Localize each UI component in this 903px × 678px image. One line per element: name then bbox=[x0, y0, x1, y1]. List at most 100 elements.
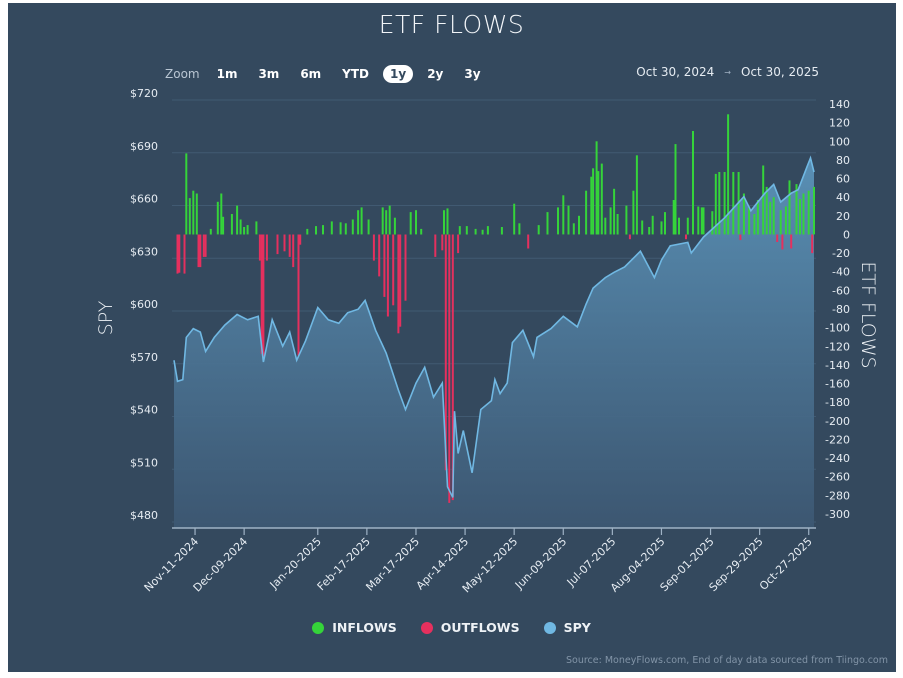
inflow-bar bbox=[388, 205, 391, 235]
outflow-bar bbox=[276, 234, 279, 255]
inflow-bar bbox=[381, 207, 384, 235]
inflow-bar bbox=[700, 207, 703, 235]
inflow-bar bbox=[195, 193, 198, 235]
right-axis-tick-label: -140 bbox=[825, 359, 850, 372]
inflow-bar bbox=[813, 186, 815, 235]
outflow-bar bbox=[258, 234, 261, 261]
inflow-bar bbox=[243, 227, 246, 235]
date-to-input[interactable]: Oct 30, 2025 bbox=[741, 65, 819, 79]
inflow-bar bbox=[692, 131, 694, 235]
outflow-bar bbox=[265, 234, 268, 261]
inflow-bar bbox=[697, 206, 700, 235]
right-axis-tick-label: 0 bbox=[843, 228, 850, 241]
inflow-bar bbox=[220, 193, 223, 235]
right-axis-tick-label: 60 bbox=[836, 173, 850, 186]
inflow-bar bbox=[315, 226, 317, 235]
legend-spy[interactable]: SPY bbox=[543, 620, 591, 635]
inflow-bar bbox=[807, 190, 810, 235]
outflow-bar bbox=[372, 234, 375, 261]
zoom-ytd-button[interactable]: YTD bbox=[342, 67, 370, 81]
right-axis-tick-label: -80 bbox=[832, 303, 850, 316]
right-axis-tick-label: -260 bbox=[825, 471, 850, 484]
inflow-bar bbox=[604, 217, 607, 235]
right-axis-tick-label: 40 bbox=[836, 191, 850, 204]
inflow-bar bbox=[742, 193, 745, 235]
inflow-bar bbox=[762, 165, 765, 235]
right-axis-tick-label: 120 bbox=[829, 117, 850, 130]
inflow-bar bbox=[609, 207, 612, 235]
outflow-bar bbox=[776, 234, 779, 242]
inflow-bar bbox=[513, 203, 516, 235]
inflow-bar bbox=[784, 206, 787, 235]
inflow-bar bbox=[641, 220, 644, 235]
outflow-bar bbox=[292, 234, 295, 268]
inflow-bar bbox=[723, 172, 726, 235]
spy-line bbox=[173, 155, 815, 498]
inflow-bar bbox=[537, 225, 540, 235]
right-axis-tick-label: -220 bbox=[825, 433, 850, 446]
inflow-bar bbox=[613, 188, 616, 235]
zoom-1m-button[interactable]: 1m bbox=[216, 67, 238, 81]
inflow-bar bbox=[443, 210, 445, 235]
outflow-bar bbox=[790, 234, 793, 249]
inflow-bar bbox=[632, 190, 635, 235]
inflow-bar bbox=[732, 172, 735, 235]
inflow-bar bbox=[546, 212, 549, 235]
inflow-bar bbox=[590, 176, 593, 235]
inflow-bar bbox=[330, 221, 333, 235]
right-axis-tick-label: -40 bbox=[832, 266, 850, 279]
source-note: Source: MoneyFlows.com, End of day data … bbox=[565, 655, 888, 666]
outflow-bar bbox=[378, 234, 381, 277]
inflow-bar bbox=[769, 201, 772, 235]
inflow-bar bbox=[714, 173, 717, 235]
zoom-1y-button[interactable]: 1y bbox=[383, 65, 414, 83]
inflow-bar bbox=[595, 141, 598, 235]
right-axis-tick-label: -200 bbox=[825, 415, 850, 428]
outflow-bar bbox=[283, 234, 286, 252]
right-axis: 140 120 100 80 60 40 20 0 -20 -40 -60 -80 -100 -120 -1… bbox=[825, 98, 850, 521]
inflow-bar bbox=[360, 207, 363, 235]
inflow-bar bbox=[727, 114, 730, 235]
right-axis-tick-label: -120 bbox=[825, 340, 850, 353]
inflow-bar bbox=[788, 180, 791, 235]
left-axis-tick-label: $480 bbox=[130, 509, 158, 522]
outflow-bar bbox=[444, 234, 447, 471]
outflow-bar bbox=[457, 234, 460, 254]
date-range: Oct 30, 2024 → Oct 30, 2025 bbox=[636, 65, 819, 79]
zoom-3y-button[interactable]: 3y bbox=[464, 67, 481, 81]
outflow-bar bbox=[399, 234, 402, 327]
right-axis-tick-label: -180 bbox=[825, 396, 850, 409]
inflow-bar bbox=[756, 200, 759, 235]
zoom-label: Zoom bbox=[165, 67, 200, 81]
inflow-bar bbox=[765, 186, 768, 235]
inflow-bar bbox=[306, 228, 309, 235]
right-axis-tick-label: -240 bbox=[825, 452, 850, 465]
inflow-bar bbox=[185, 153, 188, 235]
outflow-bar bbox=[451, 234, 454, 501]
spy-area bbox=[174, 158, 814, 528]
zoom-2y-button[interactable]: 2y bbox=[427, 67, 444, 81]
legend-inflows[interactable]: INFLOWS bbox=[312, 620, 397, 635]
right-axis-tick-label: 20 bbox=[836, 210, 850, 223]
inflow-bar bbox=[616, 214, 619, 235]
right-axis-tick-label: -300 bbox=[825, 508, 850, 521]
inflow-bar bbox=[415, 210, 417, 235]
inflow-bar bbox=[660, 221, 663, 235]
date-from-input[interactable]: Oct 30, 2024 bbox=[636, 65, 715, 79]
outflows-dot-icon bbox=[420, 621, 433, 634]
zoom-3m-button[interactable]: 3m bbox=[258, 67, 280, 81]
outflow-bar bbox=[448, 234, 451, 503]
inflow-bar bbox=[409, 212, 412, 235]
inflow-bar bbox=[678, 217, 680, 235]
inflow-bar bbox=[209, 228, 212, 235]
left-axis-title: SPY bbox=[95, 300, 117, 335]
legend-outflows[interactable]: OUTFLOWS bbox=[420, 620, 520, 635]
outflow-bar bbox=[685, 234, 687, 240]
left-axis-tick-label: $630 bbox=[130, 245, 158, 258]
zoom-6m-button[interactable]: 6m bbox=[300, 67, 322, 81]
inflow-bar bbox=[188, 198, 191, 235]
arrow-right-icon: → bbox=[724, 67, 731, 77]
outflow-bar bbox=[288, 234, 291, 257]
inflow-bar bbox=[567, 205, 570, 235]
